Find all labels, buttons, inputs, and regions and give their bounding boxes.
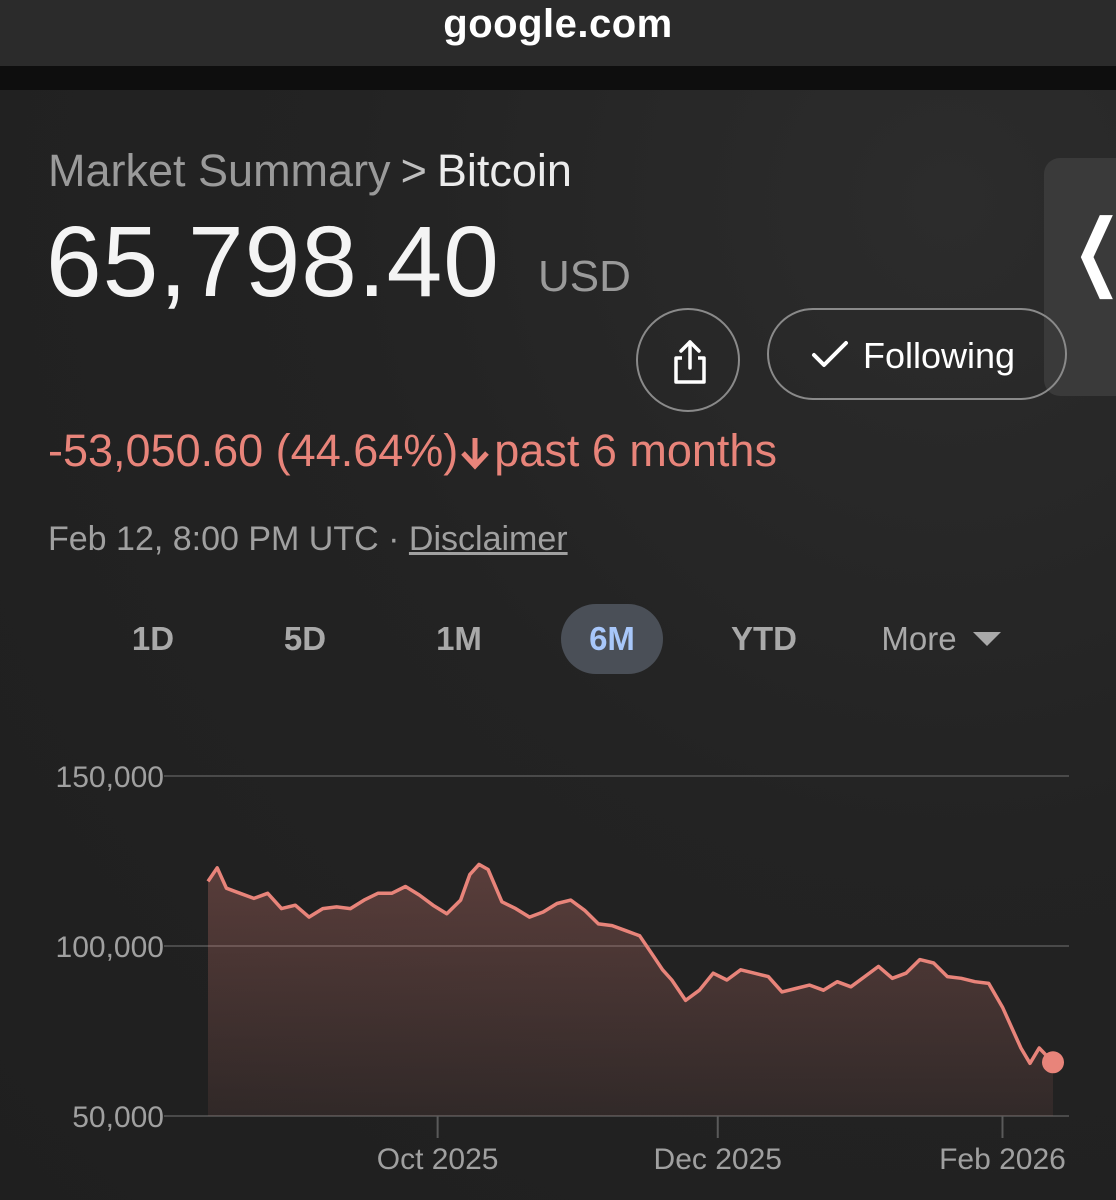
x-tick-label: Oct 2025 [377, 1143, 499, 1176]
x-tick-label: Feb 2026 [939, 1143, 1066, 1176]
arrow-down-icon [460, 429, 490, 481]
price-value: 65,798.40 [46, 206, 500, 318]
price-change: -53,050.60 (44.64%) past 6 months [48, 425, 777, 481]
chevron-left-icon: ❮ [1073, 208, 1116, 292]
y-tick-label: 100,000 [56, 931, 164, 964]
price-chart[interactable]: 150,000 100,000 50,000 Oct 2025 Dec 2025 Feb … [0, 700, 1116, 1200]
breadcrumb: Market Summary > Bitcoin [48, 145, 572, 197]
currency-label: USD [538, 252, 631, 301]
browser-url-bar[interactable]: google.com [0, 0, 1116, 66]
share-icon [674, 340, 706, 384]
tab-ytd[interactable]: YTD [731, 620, 797, 657]
url-text: google.com [443, 2, 673, 46]
disclaimer-link[interactable]: Disclaimer [408, 520, 568, 558]
price-line [206, 862, 1055, 1066]
price-area [208, 864, 1053, 1116]
tab-5d[interactable]: 5D [283, 620, 327, 657]
x-tick-label: Dec 2025 [654, 1143, 782, 1176]
share-button[interactable] [636, 308, 740, 412]
timestamp-time: Feb 12, 8:00 PM UTC [48, 520, 379, 558]
more-dropdown[interactable]: More [866, 604, 1016, 674]
timestamp: Feb 12, 8:00 PM UTC · Disclaimer [48, 520, 568, 559]
following-button[interactable]: Following [767, 308, 1067, 400]
more-label: More [881, 620, 957, 657]
current-price-dot [1042, 1051, 1064, 1074]
breadcrumb-separator: > [400, 145, 427, 196]
change-period: past 6 months [494, 425, 777, 476]
timestamp-separator: · [388, 520, 400, 558]
breadcrumb-bitcoin: Bitcoin [436, 145, 572, 196]
tab-1d[interactable]: 1D [131, 620, 175, 657]
tab-6m[interactable]: 6M [561, 604, 663, 674]
y-tick-label: 50,000 [72, 1101, 164, 1134]
breadcrumb-market-summary[interactable]: Market Summary [48, 145, 391, 196]
toolbar-divider [0, 66, 1116, 90]
change-value: -53,050.60 (44.64%) [48, 425, 459, 476]
tab-1m[interactable]: 1M [436, 620, 482, 657]
y-tick-label: 150,000 [56, 761, 164, 794]
following-label: Following [863, 335, 1016, 376]
checkmark-icon [812, 341, 848, 367]
caret-down-icon [972, 632, 1001, 646]
